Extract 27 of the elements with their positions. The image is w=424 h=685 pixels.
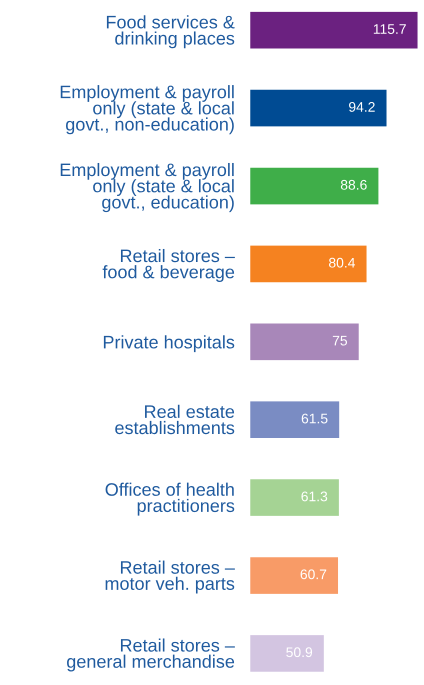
y-tick-label: Retail stores – food & beverage	[102, 248, 235, 282]
data-label: 75	[332, 336, 348, 346]
y-tick-label: Offices of health practitioners	[106, 482, 234, 516]
y-tick-label: Real estate establishments	[115, 404, 234, 434]
bar	[250, 635, 324, 672]
bar	[250, 12, 418, 49]
y-tick-label: Private hospitals	[104, 335, 234, 352]
bar	[250, 90, 387, 126]
y-tick-label: Retail stores – general merchandise	[67, 638, 235, 672]
data-label: 80.4	[329, 258, 356, 268]
data-label: 115.7	[374, 24, 406, 34]
data-label: 88.6	[340, 180, 367, 190]
data-label: 50.9	[286, 647, 312, 658]
data-label: 94.2	[349, 102, 375, 112]
data-label: 60.7	[300, 569, 326, 580]
bar	[250, 324, 359, 360]
bar	[250, 479, 339, 516]
y-tick-label: Food services & drinking places	[106, 15, 235, 48]
bar	[250, 557, 338, 594]
y-tick-label: Retail stores – motor veh. parts	[106, 560, 235, 594]
bar	[250, 401, 340, 438]
data-label: 61.5	[302, 414, 328, 424]
bar	[250, 246, 367, 282]
data-label: 61.3	[301, 492, 328, 502]
bar	[250, 168, 378, 204]
y-tick-label: Employment & payroll only (state & local govt., non-education)	[60, 85, 234, 134]
y-tick-label: Employment & payroll only (state & local govt., education)	[60, 162, 234, 212]
